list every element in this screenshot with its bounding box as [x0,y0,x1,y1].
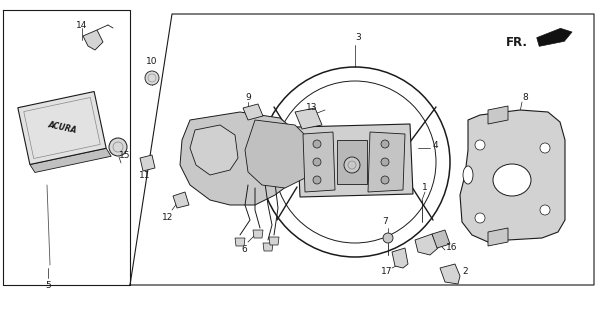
Text: 8: 8 [522,93,528,102]
Polygon shape [173,192,189,208]
Polygon shape [190,125,238,175]
Polygon shape [243,104,263,120]
Text: 9: 9 [245,92,251,101]
Polygon shape [263,243,273,251]
Circle shape [381,176,389,184]
Polygon shape [440,264,460,284]
Text: FR.: FR. [506,36,528,49]
Polygon shape [235,238,245,246]
Circle shape [109,138,127,156]
Text: ACURA: ACURA [47,121,78,135]
Polygon shape [245,120,315,188]
Polygon shape [415,234,438,255]
Polygon shape [337,140,367,184]
Circle shape [475,213,485,223]
Text: 6: 6 [241,245,247,254]
Polygon shape [488,106,508,124]
Circle shape [313,140,321,148]
Text: 13: 13 [307,103,318,113]
Circle shape [540,143,550,153]
Circle shape [344,157,360,173]
Polygon shape [269,237,279,245]
Polygon shape [30,148,111,172]
Text: 2: 2 [462,268,468,276]
Text: 10: 10 [146,58,157,67]
Ellipse shape [463,166,473,184]
Circle shape [145,71,159,85]
Polygon shape [297,124,413,197]
Polygon shape [392,248,408,268]
Polygon shape [253,230,263,238]
Text: 17: 17 [381,268,392,276]
Polygon shape [537,28,572,46]
Polygon shape [488,228,508,246]
Text: 4: 4 [432,140,438,149]
Polygon shape [180,112,305,205]
Circle shape [540,205,550,215]
Text: 5: 5 [45,281,51,290]
Polygon shape [460,110,565,242]
Text: 11: 11 [139,171,151,180]
Polygon shape [295,108,322,129]
Circle shape [313,176,321,184]
Ellipse shape [493,164,531,196]
Text: 14: 14 [76,20,88,29]
Text: 12: 12 [162,213,174,222]
Text: 3: 3 [355,34,361,43]
Polygon shape [303,132,335,192]
Polygon shape [18,92,106,164]
Circle shape [381,140,389,148]
Text: 15: 15 [119,150,131,159]
Circle shape [383,233,393,243]
Polygon shape [83,30,103,50]
Polygon shape [432,230,450,248]
Circle shape [381,158,389,166]
Text: 1: 1 [422,183,428,193]
Polygon shape [140,155,155,171]
Circle shape [475,140,485,150]
Circle shape [313,158,321,166]
Text: 7: 7 [382,218,388,227]
Text: 16: 16 [447,244,458,252]
Polygon shape [368,132,405,192]
